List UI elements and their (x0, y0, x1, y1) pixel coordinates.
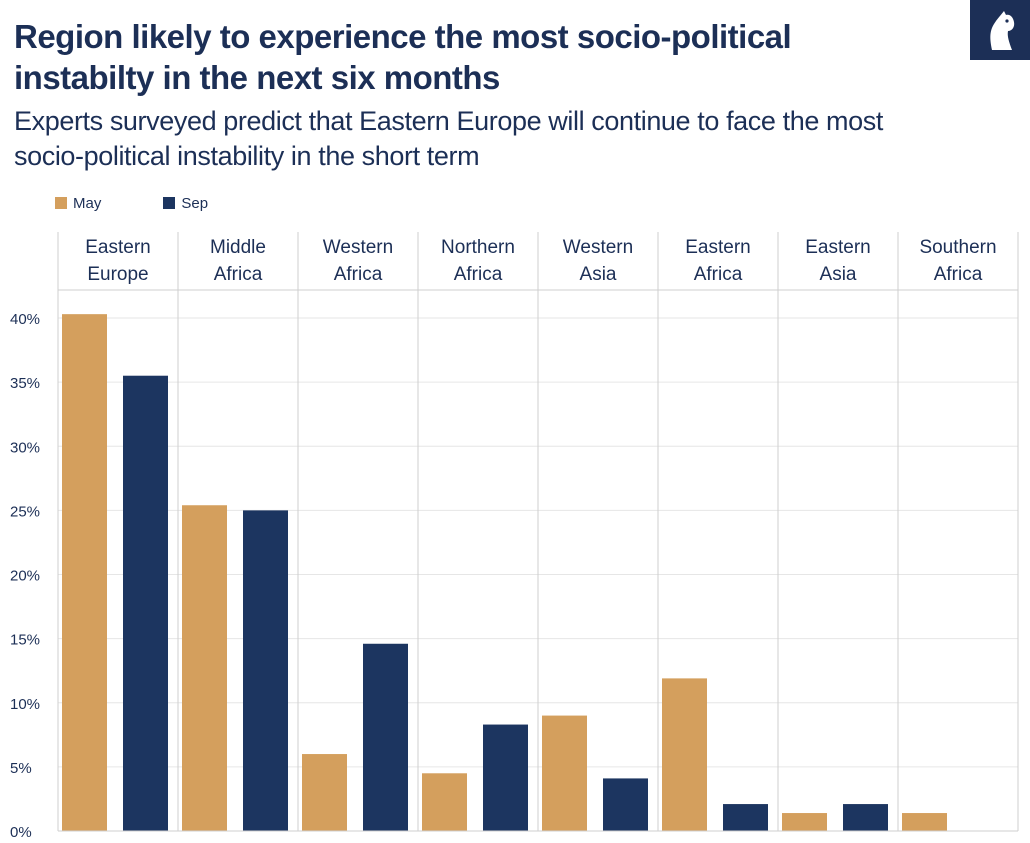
y-tick-label: 25% (10, 503, 40, 520)
y-tick-label: 30% (10, 439, 40, 456)
category-label: Eastern (685, 237, 750, 258)
category-label: Africa (334, 264, 383, 285)
category-label: Europe (87, 264, 148, 285)
y-tick-label: 40% (10, 311, 40, 328)
bar-may (782, 813, 827, 831)
bar-may (422, 773, 467, 831)
chart-title: Region likely to experience the most soc… (14, 18, 792, 96)
bar-may (902, 813, 947, 831)
category-label: Western (323, 237, 393, 258)
bar-sep (363, 643, 408, 831)
category-label: Africa (214, 264, 263, 285)
bar-sep (843, 804, 888, 831)
y-tick-label: 15% (10, 632, 40, 649)
bar-sep (483, 724, 528, 831)
legend-item-may: May (55, 195, 101, 212)
bar-may (62, 314, 107, 832)
legend-label-may: May (73, 194, 102, 212)
category-label: Africa (694, 264, 743, 285)
brand-logo (970, 0, 1030, 60)
horse-head-logo-icon (990, 11, 1015, 50)
bar-may (182, 505, 227, 831)
category-label: Southern (919, 237, 996, 258)
y-tick-label: 35% (10, 375, 40, 392)
y-tick-label: 10% (10, 696, 40, 713)
chart-legend: May Sep (55, 193, 270, 213)
y-tick-label: 0% (10, 824, 32, 841)
chart-subtitle: Experts surveyed predict that Eastern Eu… (14, 106, 883, 171)
legend-swatch-may (55, 197, 67, 209)
y-tick-label: 5% (10, 760, 32, 777)
category-label: Eastern (85, 237, 150, 258)
bar-may (662, 678, 707, 831)
legend-label-sep: Sep (181, 194, 209, 212)
category-label: Eastern (805, 237, 870, 258)
legend-swatch-sep (163, 197, 176, 209)
category-label: Middle (210, 237, 266, 258)
category-label: Africa (934, 264, 983, 285)
bar-sep (723, 804, 768, 831)
bar-sep (603, 778, 648, 831)
bar-sep (243, 510, 288, 831)
category-label: Asia (580, 264, 617, 285)
category-label: Northern (441, 237, 515, 258)
bar-may (542, 715, 587, 831)
y-tick-label: 20% (10, 568, 40, 585)
category-label: Africa (454, 264, 503, 285)
category-label: Asia (820, 264, 857, 285)
legend-item-sep: Sep (163, 195, 208, 212)
bar-sep (123, 375, 168, 831)
bar-may (302, 754, 347, 831)
category-label: Western (563, 237, 633, 258)
